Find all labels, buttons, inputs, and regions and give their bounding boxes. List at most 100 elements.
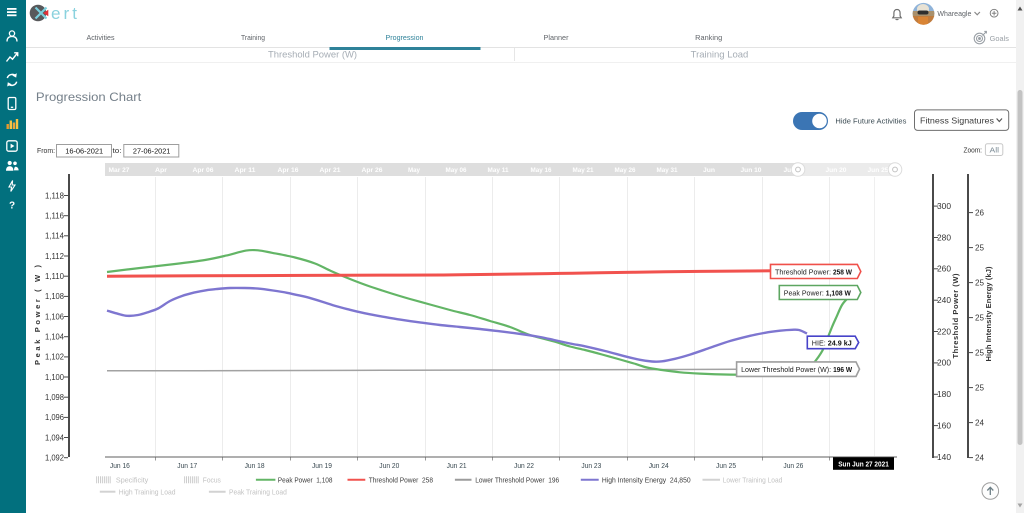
- svg-text:1,092: 1,092: [45, 454, 65, 463]
- svg-text:200: 200: [937, 359, 952, 368]
- svg-text:Specificity: Specificity: [116, 475, 149, 484]
- svg-text:1,108: 1,108: [45, 292, 65, 301]
- svg-text:258 W: 258 W: [833, 267, 853, 276]
- svg-text:25: 25: [975, 313, 985, 322]
- svg-text:May 21: May 21: [573, 167, 594, 174]
- svg-text:Lower Training Load: Lower Training Load: [723, 475, 783, 484]
- svg-text:160: 160: [937, 421, 952, 430]
- svg-text:Ranking: Ranking: [695, 33, 722, 42]
- svg-text:HIE:: HIE:: [812, 338, 826, 347]
- svg-text:May: May: [408, 167, 420, 174]
- svg-text:Apr 16: Apr 16: [278, 167, 299, 174]
- svg-text:ert: ert: [51, 4, 80, 23]
- svg-text:140: 140: [937, 453, 952, 462]
- svg-text:Peak Training Load: Peak Training Load: [229, 487, 287, 496]
- svg-text:16-06-2021: 16-06-2021: [65, 147, 103, 156]
- svg-text:Jun 26: Jun 26: [783, 461, 803, 470]
- svg-text:Planner: Planner: [544, 33, 570, 42]
- svg-text:Jun 22: Jun 22: [514, 461, 534, 470]
- svg-text:Jun 17: Jun 17: [177, 461, 197, 470]
- svg-text:Apr: Apr: [155, 167, 167, 174]
- svg-text:1,098: 1,098: [45, 393, 65, 402]
- svg-text:Progression: Progression: [386, 33, 424, 42]
- svg-text:May 31: May 31: [657, 167, 678, 174]
- svg-text:Lower Threshold Power 196: Lower Threshold Power 196: [475, 475, 559, 484]
- svg-text:300: 300: [937, 202, 952, 211]
- svg-text:Goals: Goals: [990, 34, 1010, 43]
- svg-text:Peak Power 1,108: Peak Power 1,108: [278, 475, 333, 484]
- svg-text:High Intensity Energy (kJ): High Intensity Energy (kJ): [984, 266, 993, 362]
- svg-text:26: 26: [975, 208, 985, 217]
- svg-text:27-06-2021: 27-06-2021: [133, 147, 171, 156]
- svg-text:Apr 11: Apr 11: [235, 167, 256, 174]
- svg-text:Mar 27: Mar 27: [109, 167, 130, 174]
- svg-text:High Training Load: High Training Load: [119, 487, 176, 496]
- svg-text:Threshold Power (W): Threshold Power (W): [951, 273, 960, 359]
- svg-text:196 W: 196 W: [833, 365, 853, 374]
- svg-text:1,106: 1,106: [45, 312, 65, 321]
- svg-text:24.9 kJ: 24.9 kJ: [828, 338, 852, 347]
- svg-text:1,116: 1,116: [45, 211, 65, 220]
- svg-text:?: ?: [9, 201, 15, 212]
- svg-text:280: 280: [937, 233, 952, 242]
- svg-text:25: 25: [975, 383, 985, 392]
- svg-text:May 06: May 06: [446, 167, 467, 174]
- svg-text:to:: to:: [113, 146, 122, 155]
- svg-text:Whareagle: Whareagle: [937, 9, 971, 18]
- svg-text:Training: Training: [241, 33, 265, 42]
- svg-text:Jun 18: Jun 18: [245, 461, 265, 470]
- svg-text:May 11: May 11: [488, 167, 509, 174]
- svg-text:Sun Jun 27 2021: Sun Jun 27 2021: [838, 459, 889, 468]
- svg-text:1,112: 1,112: [45, 252, 65, 261]
- svg-text:Activities: Activities: [87, 33, 115, 42]
- svg-text:180: 180: [937, 390, 952, 399]
- svg-text:Jun 16: Jun 16: [110, 461, 130, 470]
- svg-text:1,094: 1,094: [45, 433, 65, 442]
- svg-text:Hide Future Activities: Hide Future Activities: [835, 116, 906, 125]
- svg-text:Zoom:: Zoom:: [964, 146, 983, 155]
- svg-text:Jun 23: Jun 23: [581, 461, 601, 470]
- svg-text:Peak Power:: Peak Power:: [784, 288, 824, 297]
- svg-text:25: 25: [975, 348, 985, 357]
- svg-text:25: 25: [975, 243, 985, 252]
- svg-text:Threshold Power:: Threshold Power:: [775, 267, 831, 276]
- svg-text:May 26: May 26: [615, 167, 636, 174]
- svg-text:Jun 25: Jun 25: [868, 167, 889, 174]
- svg-text:240: 240: [937, 296, 952, 305]
- svg-text:24: 24: [975, 418, 985, 427]
- svg-text:From:: From:: [37, 146, 55, 155]
- svg-text:Jun 24: Jun 24: [649, 461, 669, 470]
- svg-text:1,118: 1,118: [45, 191, 65, 200]
- svg-text:Threshold Power 258: Threshold Power 258: [369, 475, 433, 484]
- svg-text:Focus: Focus: [203, 475, 221, 484]
- svg-text:Jun: Jun: [703, 167, 715, 174]
- svg-text:Apr 06: Apr 06: [193, 167, 214, 174]
- svg-text:Threshold Power (W): Threshold Power (W): [268, 49, 357, 60]
- svg-text:High Intensity Energy 24,850: High Intensity Energy 24,850: [602, 475, 691, 484]
- svg-text:1,110: 1,110: [45, 272, 65, 281]
- svg-text:Apr 21: Apr 21: [320, 167, 341, 174]
- svg-text:Jun 21: Jun 21: [447, 461, 467, 470]
- svg-text:Progression Chart: Progression Chart: [36, 90, 142, 104]
- svg-text:1,104: 1,104: [45, 332, 65, 341]
- svg-text:May 16: May 16: [531, 167, 552, 174]
- svg-text:Lower Threshold Power (W):: Lower Threshold Power (W):: [741, 365, 831, 374]
- svg-text:Jun 20: Jun 20: [379, 461, 399, 470]
- svg-text:All: All: [990, 146, 1000, 155]
- svg-text:1,114: 1,114: [45, 232, 65, 241]
- svg-text:Apr 26: Apr 26: [362, 167, 383, 174]
- svg-text:1,096: 1,096: [45, 413, 65, 422]
- svg-text:Jun 20: Jun 20: [826, 167, 847, 174]
- svg-text:220: 220: [937, 327, 952, 336]
- svg-text:Training Load: Training Load: [691, 49, 749, 60]
- svg-text:Jun 10: Jun 10: [741, 167, 762, 174]
- svg-text:1,100: 1,100: [45, 373, 65, 382]
- svg-text:Jun 19: Jun 19: [312, 461, 332, 470]
- svg-text:Peak Power ( W ): Peak Power ( W ): [33, 265, 42, 366]
- svg-text:1,108 W: 1,108 W: [826, 288, 852, 297]
- svg-text:Jun 25: Jun 25: [716, 461, 736, 470]
- svg-text:260: 260: [937, 265, 952, 274]
- svg-text:Fitness Signatures: Fitness Signatures: [920, 115, 994, 125]
- svg-text:1,102: 1,102: [45, 353, 65, 362]
- svg-text:25: 25: [975, 278, 985, 287]
